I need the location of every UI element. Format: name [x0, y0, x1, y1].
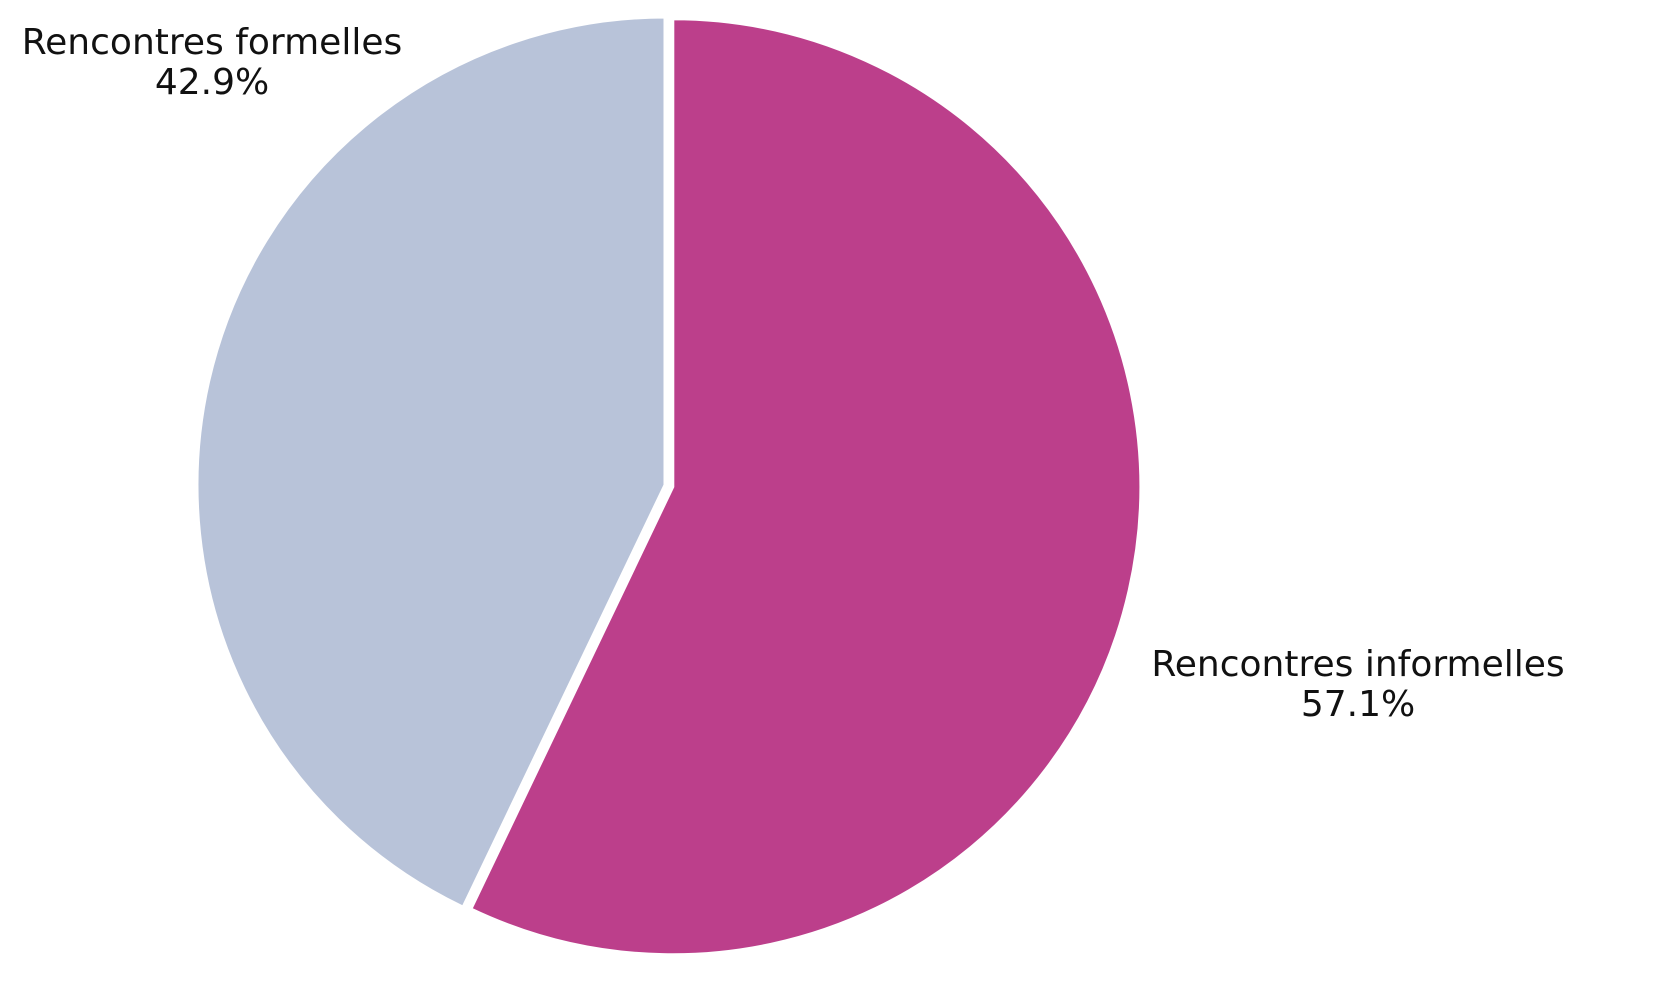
slice-value-label: 57.1%	[1301, 684, 1415, 725]
pie-slices	[195, 15, 1143, 957]
pie-slice-rencontres-formelles	[195, 15, 667, 910]
slice-value-label: 42.9%	[155, 62, 269, 103]
slice-label: Rencontres informelles	[1151, 644, 1564, 685]
pie-slice-rencontres-informelles	[468, 17, 1143, 957]
slice-label: Rencontres formelles	[22, 22, 402, 63]
